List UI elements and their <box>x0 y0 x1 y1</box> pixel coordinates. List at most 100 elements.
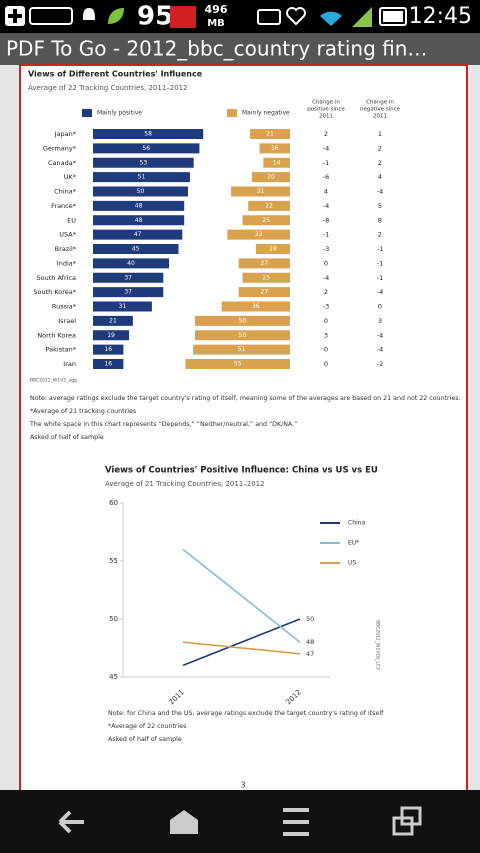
bar-value-label: 14 <box>273 159 281 166</box>
bell-icon <box>82 8 96 24</box>
app-bar <box>0 33 480 65</box>
table-cell: -8 <box>323 216 329 224</box>
table-cell: 5 <box>378 202 382 210</box>
bar-value-label: 21 <box>266 131 274 138</box>
positive-bar <box>93 301 152 312</box>
table-cell: 4 <box>324 188 328 196</box>
bar-value-label: 51 <box>238 346 246 353</box>
negative-bar <box>195 330 290 341</box>
negative-bar <box>248 200 290 211</box>
column-header: Change in <box>312 100 340 106</box>
recent-apps-button[interactable] <box>392 806 422 836</box>
legend-swatch <box>227 109 237 117</box>
category-label: Israel <box>58 317 76 325</box>
battery-fill <box>383 11 403 22</box>
category-label: Japan* <box>54 130 77 138</box>
bar-value-label: 33 <box>255 231 263 238</box>
bar-value-label: 31 <box>257 188 265 195</box>
legend-label: China <box>348 520 365 527</box>
table-cell: 0 <box>378 303 382 311</box>
table-cell: 2 <box>324 288 328 296</box>
negative-bar <box>221 301 290 312</box>
pdf-page <box>19 64 468 801</box>
heart-icon <box>286 7 306 26</box>
y-tick-label: 50 <box>109 615 118 623</box>
column-header: Change in <box>366 100 394 106</box>
category-label: South Africa <box>37 274 77 282</box>
positive-bar <box>93 315 133 326</box>
line-series <box>182 548 301 643</box>
legend-label: Mainly negative <box>242 110 290 117</box>
positive-bar <box>93 129 204 139</box>
negative-bar <box>250 129 290 139</box>
table-cell: 2 <box>324 130 328 138</box>
bar-value-label: 21 <box>109 317 117 324</box>
signal-icon <box>352 7 372 27</box>
negative-bar <box>227 229 290 240</box>
positive-bar <box>93 330 130 341</box>
y-tick-label: 60 <box>109 499 118 507</box>
y-tick-label: 55 <box>109 557 118 565</box>
table-cell: -4 <box>377 331 383 339</box>
negative-bar <box>238 287 290 298</box>
bar-value-label: 50 <box>137 188 145 195</box>
table-cell: 0 <box>324 259 328 267</box>
bar-value-label: 31 <box>119 303 127 310</box>
bar-value-label: 55 <box>234 361 242 368</box>
y-tick-label: 45 <box>109 673 118 681</box>
category-label: UK* <box>64 173 77 181</box>
category-label: Canada* <box>48 159 77 167</box>
bar-value-label: 22 <box>265 202 273 209</box>
back-button[interactable] <box>58 810 84 834</box>
battery-icon <box>379 7 407 26</box>
wifi-icon <box>29 7 73 25</box>
menu-button[interactable] <box>283 808 309 836</box>
negative-bar <box>252 172 290 183</box>
category-label: Russia* <box>52 303 77 311</box>
table-cell: -4 <box>323 202 329 210</box>
bar-value-label: 58 <box>144 131 152 138</box>
table-cell: -4 <box>377 346 383 354</box>
table-cell: -1 <box>377 245 383 253</box>
positive-bar <box>93 215 185 226</box>
memory-unit: MB <box>207 18 225 29</box>
bar-value-label: 37 <box>124 289 132 296</box>
note: Note: for China and the US, average rati… <box>108 710 384 717</box>
column-header: positive since <box>307 107 345 113</box>
chart-title: Views of Different Countries' Influence <box>28 70 203 79</box>
bar-value-label: 36 <box>252 303 260 310</box>
table-cell: 1 <box>378 130 382 138</box>
legend-label: EU* <box>348 540 359 547</box>
page-number: 3 <box>240 781 245 790</box>
bar-value-label: 20 <box>267 174 275 181</box>
category-label: EU <box>67 216 76 224</box>
category-label: Iran <box>63 360 76 368</box>
table-cell: 2 <box>378 231 382 239</box>
negative-bar <box>242 272 290 283</box>
table-cell: 0 <box>324 360 328 368</box>
line-series <box>182 641 301 655</box>
plus-glyph <box>8 9 22 23</box>
table-cell: 8 <box>378 216 382 224</box>
positive-bar <box>93 143 200 154</box>
memory-value: 496 <box>205 3 228 16</box>
category-label: China* <box>54 188 77 196</box>
source-label: BBC2012_W1V2_agg <box>30 378 77 384</box>
column-header: negative since <box>360 107 401 113</box>
bar-value-label: 37 <box>124 274 132 281</box>
legend-label: Mainly positive <box>97 110 142 117</box>
positive-bar <box>93 287 164 298</box>
positive-bar <box>93 359 124 369</box>
bar-value-label: 25 <box>262 274 270 281</box>
category-label: Pakistan* <box>46 346 77 354</box>
bar-value-label: 45 <box>132 246 140 253</box>
positive-bar <box>93 272 164 283</box>
category-label: France* <box>51 202 77 210</box>
home-button[interactable] <box>170 810 198 834</box>
note: Asked of half of sample <box>30 434 104 441</box>
positive-bar <box>93 186 188 197</box>
app-title: PDF To Go - 2012_bbc_country rating fin… <box>6 37 427 61</box>
note: Asked of half of sample <box>108 736 182 743</box>
